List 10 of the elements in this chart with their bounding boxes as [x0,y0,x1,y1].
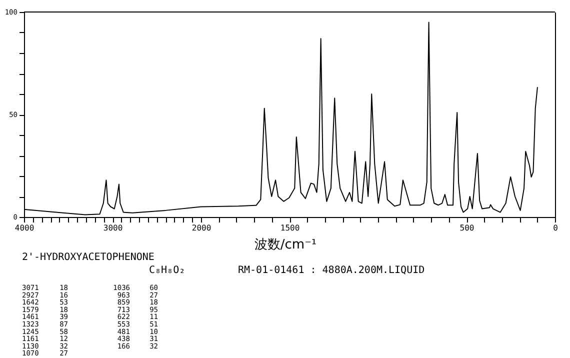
text: 2'-HYDROXYACETOPHENONE [22,252,154,263]
x-tick-label: 2000 [192,224,212,232]
x-axis-title: 波数/cm⁻¹ [254,238,317,252]
text: C₈H₈O₂ [149,265,186,276]
x-tick-label: 3000 [103,224,123,232]
x-tick-label: 500 [460,224,474,232]
x-tick-label: 0 [553,224,558,232]
x-tick-label: 1500 [280,224,300,232]
text: RM-01-01461 : 4880A.200M.LIQUID [238,265,425,276]
x-tick-label: 4000 [14,224,34,232]
